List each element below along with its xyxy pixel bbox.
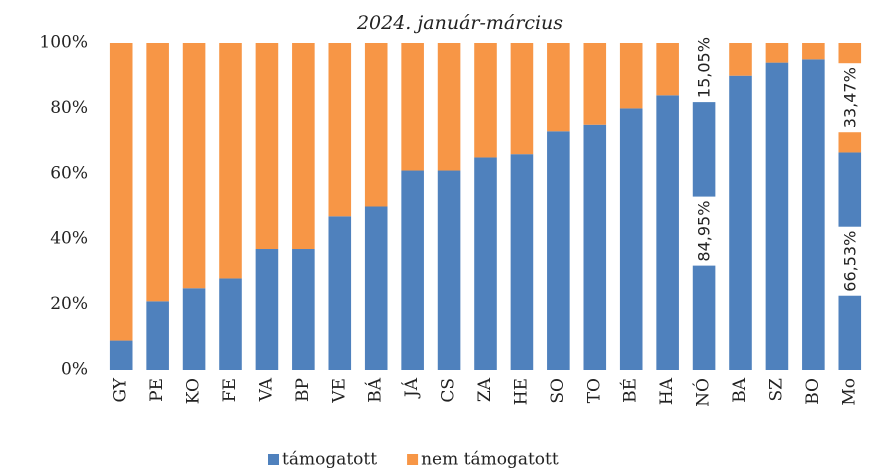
bar-segment bbox=[328, 43, 352, 217]
bar-segment bbox=[656, 43, 679, 96]
bar-segment bbox=[547, 43, 570, 132]
x-tick-label: PE bbox=[147, 378, 167, 402]
value-label: 33,47% bbox=[840, 67, 859, 128]
bar-segment bbox=[802, 59, 825, 370]
bar-segment bbox=[255, 43, 279, 250]
bar-segment bbox=[474, 157, 497, 370]
x-tick-label: FE bbox=[220, 378, 240, 402]
legend-label: nem támogatott bbox=[421, 450, 559, 470]
bar-segment bbox=[364, 206, 388, 370]
bar-segment bbox=[219, 278, 242, 370]
bar-segment bbox=[292, 249, 315, 370]
x-tick-label: TO bbox=[584, 378, 604, 403]
x-tick-label: VA bbox=[256, 377, 276, 402]
value-label: 84,95% bbox=[695, 201, 714, 262]
x-tick-label: NÓ bbox=[693, 378, 714, 407]
value-label-group: 15,05% bbox=[692, 33, 717, 103]
value-label-group: 84,95% bbox=[692, 196, 717, 266]
bar-segment bbox=[765, 43, 789, 63]
value-label: 66,53% bbox=[840, 231, 859, 292]
legend-swatch bbox=[268, 454, 279, 465]
bar-segment bbox=[109, 340, 133, 370]
value-label-box bbox=[692, 196, 717, 266]
x-tick-label: SO bbox=[548, 378, 568, 404]
x-tick-label: CS bbox=[439, 378, 459, 403]
bar-segment bbox=[619, 108, 643, 371]
bar-segment bbox=[765, 62, 789, 371]
bar-segment bbox=[401, 43, 424, 171]
bar-segment bbox=[583, 124, 607, 370]
x-tick-label: Mo bbox=[839, 378, 859, 406]
bar-segment bbox=[219, 43, 242, 279]
bar-segment bbox=[182, 288, 206, 370]
bar-segment bbox=[729, 75, 752, 370]
bar-segment bbox=[437, 43, 461, 171]
y-tick-label: 20% bbox=[50, 294, 88, 314]
value-label-box bbox=[837, 226, 862, 296]
bar-segment bbox=[802, 43, 825, 60]
bar-segment bbox=[437, 170, 461, 370]
bar-segment bbox=[656, 95, 679, 370]
bar-segment bbox=[474, 43, 497, 158]
bar-segment bbox=[729, 43, 752, 76]
bar-segment bbox=[547, 131, 570, 370]
x-tick-label: ZA bbox=[475, 377, 495, 402]
y-tick-label: 80% bbox=[50, 98, 88, 118]
bar-segment bbox=[510, 154, 534, 370]
x-tick-label: GY bbox=[111, 377, 131, 402]
legend-swatch bbox=[407, 454, 419, 465]
x-tick-label: SZ bbox=[766, 378, 786, 402]
x-tick-label: HE bbox=[511, 378, 531, 405]
legend-label: támogatott bbox=[282, 450, 377, 470]
bar-segment bbox=[619, 43, 643, 109]
x-tick-label: HA bbox=[657, 377, 677, 405]
value-label-box bbox=[692, 33, 717, 103]
bar-segment bbox=[364, 43, 388, 207]
x-tick-label: VE bbox=[329, 378, 349, 404]
x-tick-label: BÁ bbox=[365, 377, 386, 402]
y-tick-label: 0% bbox=[61, 360, 88, 380]
bar-segment bbox=[182, 43, 206, 289]
y-tick-label: 100% bbox=[39, 33, 88, 53]
bar-segment bbox=[510, 43, 534, 155]
value-label-group: 66,53% bbox=[837, 226, 862, 296]
bar-segment bbox=[255, 249, 279, 370]
bar-segment bbox=[328, 216, 352, 370]
x-tick-label: KO bbox=[184, 378, 204, 404]
y-tick-label: 40% bbox=[50, 229, 88, 249]
x-tick-label: BO bbox=[803, 378, 823, 405]
x-tick-label: BA bbox=[730, 377, 750, 402]
bar-segment bbox=[146, 43, 169, 302]
value-label: 15,05% bbox=[695, 37, 714, 98]
bar-segment bbox=[109, 43, 133, 341]
x-tick-label: JÁ bbox=[401, 377, 422, 399]
bar-segment bbox=[146, 301, 169, 370]
x-tick-label: BP bbox=[293, 378, 313, 402]
y-tick-label: 60% bbox=[50, 163, 88, 183]
chart-title: 2024. január-március bbox=[356, 12, 563, 34]
value-label-box bbox=[837, 63, 862, 133]
bar-segment bbox=[292, 43, 315, 250]
x-tick-label: BÉ bbox=[620, 378, 641, 403]
bar-segment bbox=[401, 170, 424, 370]
bar-segment bbox=[583, 43, 607, 125]
value-label-group: 33,47% bbox=[837, 63, 862, 133]
